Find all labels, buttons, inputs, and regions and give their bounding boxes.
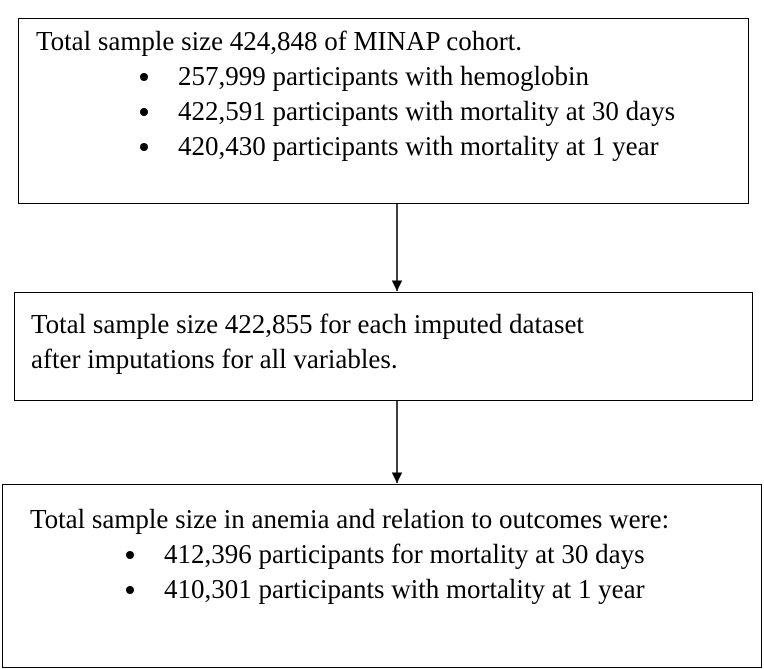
bullet: 422,591 participants with mortality at 3… [36,94,748,129]
bullet-list: 412,396 participants for mortality at 30… [22,537,761,607]
bullet-list: 257,999 participants with hemoglobin 422… [36,59,748,164]
box-text: Total sample size 422,855 for each imput… [31,309,584,374]
box-text: Total sample size in anemia and relation… [30,504,670,534]
box: Total sample size 422,855 for each imput… [14,292,753,401]
box-text: Total sample size 424,848 of MINAP cohor… [36,26,523,56]
bullet: 412,396 participants for mortality at 30… [22,537,761,572]
bullet: 420,430 participants with mortality at 1… [36,129,748,164]
box: Total sample size in anemia and relation… [2,484,762,668]
box: Total sample size 424,848 of MINAP cohor… [18,18,749,204]
bullet: 410,301 participants with mortality at 1… [22,572,761,607]
bullet: 257,999 participants with hemoglobin [36,59,748,94]
